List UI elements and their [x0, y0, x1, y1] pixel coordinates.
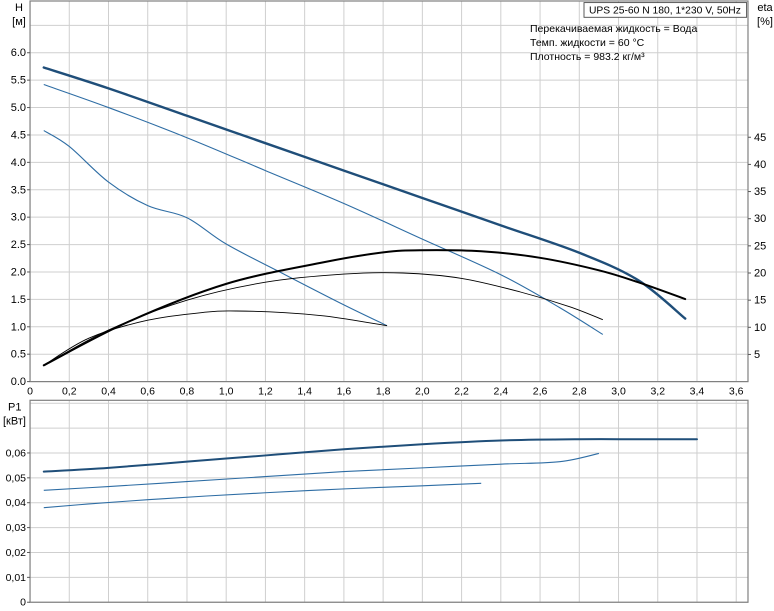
svg-text:35: 35	[754, 186, 766, 198]
svg-text:30: 30	[754, 213, 766, 225]
svg-text:H: H	[15, 2, 23, 14]
svg-text:3,0: 3,0	[611, 386, 626, 398]
svg-text:1,4: 1,4	[297, 386, 312, 398]
svg-text:0,02: 0,02	[6, 547, 27, 559]
svg-text:[м]: [м]	[12, 16, 26, 28]
svg-text:Плотность = 983.2 кг/м³: Плотность = 983.2 кг/м³	[530, 51, 645, 63]
svg-text:2,0: 2,0	[415, 386, 430, 398]
svg-text:6.0: 6.0	[11, 47, 26, 59]
svg-text:Перекачиваемая жидкость = Вода: Перекачиваемая жидкость = Вода	[530, 23, 697, 35]
svg-text:1,2: 1,2	[258, 386, 273, 398]
svg-text:0,04: 0,04	[6, 497, 27, 509]
svg-text:1,0: 1,0	[219, 386, 234, 398]
svg-text:10: 10	[754, 322, 766, 334]
svg-text:P1: P1	[8, 401, 21, 413]
svg-text:0,2: 0,2	[62, 386, 77, 398]
svg-text:15: 15	[754, 295, 766, 307]
svg-text:1,8: 1,8	[376, 386, 391, 398]
svg-text:1.5: 1.5	[11, 294, 26, 306]
svg-text:45: 45	[754, 132, 766, 144]
svg-text:4.5: 4.5	[11, 129, 26, 141]
svg-text:2,6: 2,6	[533, 386, 548, 398]
svg-text:eta: eta	[757, 2, 773, 14]
svg-text:0,06: 0,06	[6, 447, 27, 459]
svg-text:[%]: [%]	[757, 16, 773, 28]
svg-text:2,8: 2,8	[572, 386, 587, 398]
svg-text:0: 0	[20, 597, 26, 609]
svg-text:3.0: 3.0	[11, 212, 26, 224]
svg-text:40: 40	[754, 159, 766, 171]
svg-text:0,8: 0,8	[180, 386, 195, 398]
svg-text:0,03: 0,03	[6, 522, 27, 534]
svg-text:3.5: 3.5	[11, 184, 26, 196]
svg-text:3,2: 3,2	[650, 386, 665, 398]
svg-text:0,4: 0,4	[101, 386, 116, 398]
svg-text:0: 0	[27, 386, 33, 398]
svg-text:2.5: 2.5	[11, 239, 26, 251]
svg-text:2,4: 2,4	[494, 386, 509, 398]
svg-text:1.0: 1.0	[11, 321, 26, 333]
svg-text:UPS 25-60 N 180, 1*230 V, 50Hz: UPS 25-60 N 180, 1*230 V, 50Hz	[589, 6, 741, 17]
svg-text:2.0: 2.0	[11, 266, 26, 278]
svg-text:0,05: 0,05	[6, 472, 27, 484]
svg-text:5: 5	[754, 349, 760, 361]
svg-text:20: 20	[754, 268, 766, 280]
svg-text:[кВт]: [кВт]	[3, 415, 26, 427]
svg-text:1,6: 1,6	[337, 386, 352, 398]
svg-text:0.5: 0.5	[11, 349, 26, 361]
svg-text:Темп. жидкости = 60 °C: Темп. жидкости = 60 °C	[530, 37, 645, 49]
svg-text:4.0: 4.0	[11, 157, 26, 169]
svg-text:3,6: 3,6	[729, 386, 744, 398]
svg-text:5.0: 5.0	[11, 102, 26, 114]
svg-text:3,4: 3,4	[690, 386, 705, 398]
svg-text:0.0: 0.0	[11, 376, 26, 388]
svg-text:5.5: 5.5	[11, 75, 26, 87]
svg-text:2,2: 2,2	[454, 386, 469, 398]
svg-text:0,6: 0,6	[140, 386, 155, 398]
svg-text:0,01: 0,01	[6, 572, 27, 584]
svg-text:25: 25	[754, 240, 766, 252]
